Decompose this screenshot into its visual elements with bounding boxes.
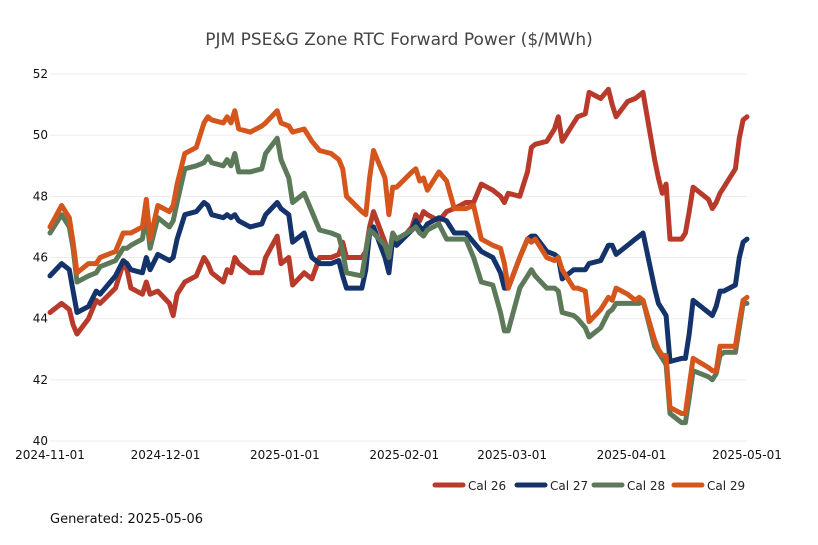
x-tick-label: 2025-04-01 bbox=[597, 448, 667, 462]
series-line-cal-29 bbox=[47, 108, 750, 416]
y-tick-label: 44 bbox=[33, 312, 48, 326]
x-tick-label: 2024-11-01 bbox=[15, 448, 85, 462]
legend-label: Cal 28 bbox=[627, 479, 665, 493]
generated-footer: Generated: 2025-05-06 bbox=[50, 512, 204, 527]
x-tick-label: 2024-12-01 bbox=[131, 448, 201, 462]
y-tick-label: 50 bbox=[33, 128, 48, 142]
y-tick-label: 42 bbox=[33, 373, 48, 387]
legend: Cal 26 Cal 27 Cal 28 Cal 29 bbox=[432, 479, 745, 493]
y-tick-label: 46 bbox=[33, 251, 48, 265]
chart-title: PJM PSE&G Zone RTC Forward Power ($/MWh) bbox=[205, 30, 593, 50]
legend-label: Cal 27 bbox=[550, 479, 588, 493]
y-tick-label: 40 bbox=[33, 434, 48, 448]
x-tick-label: 2025-02-01 bbox=[369, 448, 439, 462]
x-axis-ticks: 2024-11-01 2024-12-01 2025-01-01 2025-02-01… bbox=[15, 448, 782, 462]
legend-label: Cal 26 bbox=[468, 479, 506, 493]
legend-label: Cal 29 bbox=[707, 479, 745, 493]
y-tick-label: 48 bbox=[33, 189, 48, 203]
y-tick-label: 52 bbox=[33, 67, 48, 81]
x-tick-label: 2025-05-01 bbox=[712, 448, 782, 462]
x-tick-label: 2025-03-01 bbox=[477, 448, 547, 462]
series-lines bbox=[47, 86, 750, 426]
y-axis-ticks: 40 42 44 46 48 50 52 bbox=[33, 67, 48, 448]
x-tick-label: 2025-01-01 bbox=[250, 448, 320, 462]
